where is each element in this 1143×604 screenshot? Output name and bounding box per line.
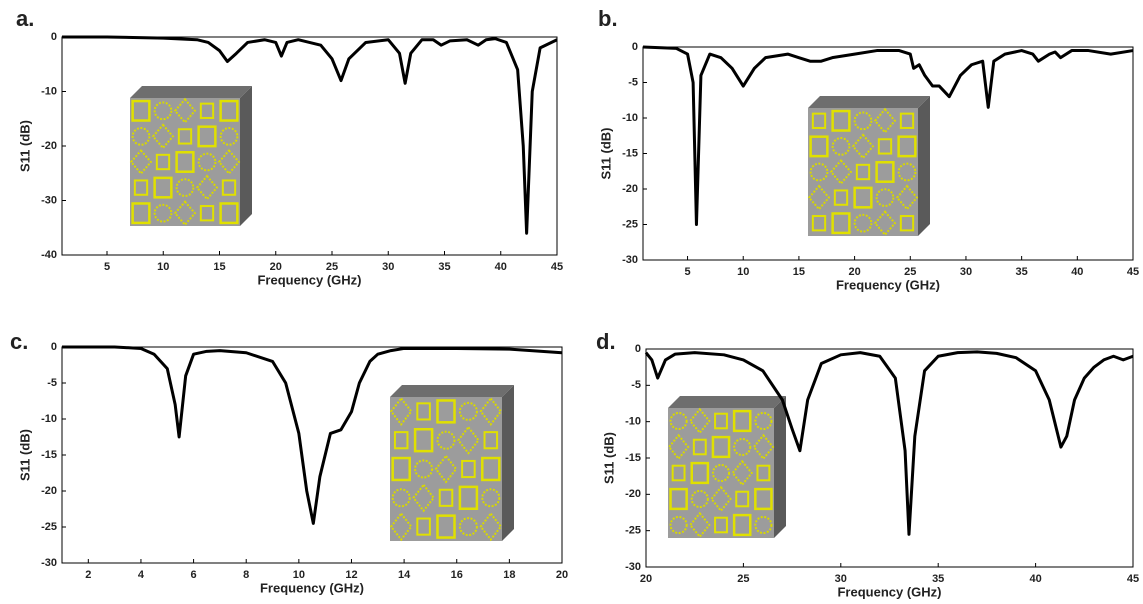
x-tick-label: 40 xyxy=(495,261,507,273)
x-tick-label: 35 xyxy=(932,573,944,585)
y-tick-label: -30 xyxy=(41,194,57,206)
x-tick-label: 25 xyxy=(737,573,749,585)
inset-face xyxy=(130,98,240,226)
y-tick-label: 0 xyxy=(632,41,638,53)
inset-top xyxy=(668,396,786,408)
y-axis-label: S11 (dB) xyxy=(17,120,32,172)
y-tick-label: -30 xyxy=(41,557,57,569)
x-tick-label: 20 xyxy=(848,266,860,278)
y-tick-label: -5 xyxy=(631,379,641,391)
panel-label: b. xyxy=(598,6,618,31)
y-tick-label: -40 xyxy=(41,249,57,261)
x-tick-label: 25 xyxy=(904,266,916,278)
y-tick-label: -5 xyxy=(47,377,57,389)
panel: b. 5 10 15 20 25 30 35 40 45 0 -5 -10 -15 -20 -25 -30 Fre… xyxy=(598,6,1139,293)
x-tick-label: 30 xyxy=(960,266,972,278)
y-tick-label: 0 xyxy=(51,31,57,43)
y-tick-label: -20 xyxy=(625,488,641,500)
y-tick-label: -15 xyxy=(622,147,638,159)
y-tick-label: -20 xyxy=(41,140,57,152)
x-tick-label: 20 xyxy=(640,573,652,585)
x-tick-label: 10 xyxy=(293,569,305,581)
x-tick-label: 18 xyxy=(503,569,515,581)
x-tick-label: 25 xyxy=(326,261,338,273)
x-tick-label: 45 xyxy=(1127,266,1139,278)
panel: a. 5 10 15 20 25 30 35 40 45 0 -10 -20 -30 -40 Frequenc… xyxy=(16,6,563,288)
inset-side xyxy=(774,396,786,538)
x-tick-label: 20 xyxy=(556,569,568,581)
y-tick-label: -10 xyxy=(622,112,638,124)
y-tick-label: -20 xyxy=(622,183,638,195)
y-axis-label: S11 (dB) xyxy=(17,429,32,481)
x-axis-label: Frequency (GHz) xyxy=(257,272,361,287)
x-tick-label: 30 xyxy=(382,261,394,273)
y-tick-label: 0 xyxy=(51,341,57,353)
x-tick-label: 8 xyxy=(243,569,249,581)
x-axis-label: Frequency (GHz) xyxy=(836,277,940,292)
x-tick-label: 35 xyxy=(438,261,450,273)
x-tick-label: 5 xyxy=(104,261,110,273)
y-tick-label: -10 xyxy=(41,85,57,97)
x-tick-label: 15 xyxy=(213,261,225,273)
y-tick-label: -15 xyxy=(41,449,57,461)
inset-top xyxy=(808,96,930,108)
x-tick-label: 2 xyxy=(85,569,91,581)
x-axis-label: Frequency (GHz) xyxy=(260,580,364,595)
x-tick-label: 35 xyxy=(1016,266,1028,278)
x-tick-label: 40 xyxy=(1029,573,1041,585)
y-tick-label: -10 xyxy=(625,416,641,428)
x-tick-label: 12 xyxy=(345,569,357,581)
inset-top xyxy=(130,86,252,98)
x-tick-label: 30 xyxy=(835,573,847,585)
panel: d. 20 25 30 35 40 45 0 -5 -10 -15 -20 -25 -30 Frequenc… xyxy=(596,329,1139,600)
y-tick-label: -30 xyxy=(625,561,641,573)
y-tick-label: -15 xyxy=(625,452,641,464)
y-tick-label: -25 xyxy=(41,521,57,533)
inset-side xyxy=(502,385,514,541)
x-tick-label: 45 xyxy=(551,261,563,273)
inset-side xyxy=(918,96,930,236)
x-tick-label: 40 xyxy=(1071,266,1083,278)
figure: a.510152025303540450-10-20-30-40Frequenc… xyxy=(0,0,1143,604)
y-tick-label: 0 xyxy=(635,343,641,355)
x-tick-label: 6 xyxy=(191,569,197,581)
y-tick-label: -10 xyxy=(41,413,57,425)
y-axis-label: S11 (dB) xyxy=(601,432,616,484)
x-tick-label: 4 xyxy=(138,569,145,581)
y-tick-label: -20 xyxy=(41,485,57,497)
y-tick-label: -30 xyxy=(622,254,638,266)
panel: c. 2 4 6 8 10 12 14 16 18 20 0 -5 -10 -15 -20 -25 -30 Freq… xyxy=(10,329,568,596)
y-tick-label: -25 xyxy=(622,218,638,230)
x-axis-label: Frequency (GHz) xyxy=(837,584,941,599)
x-tick-label: 20 xyxy=(270,261,282,273)
y-tick-label: -5 xyxy=(628,76,638,88)
x-tick-label: 14 xyxy=(398,569,411,581)
panel-label: a. xyxy=(16,6,34,31)
x-tick-label: 10 xyxy=(157,261,169,273)
x-tick-label: 15 xyxy=(793,266,805,278)
y-axis-label: S11 (dB) xyxy=(598,127,613,179)
x-tick-label: 16 xyxy=(451,569,463,581)
x-tick-label: 45 xyxy=(1127,573,1139,585)
inset-top xyxy=(390,385,514,397)
panel-label: d. xyxy=(596,329,616,354)
x-tick-label: 5 xyxy=(684,266,690,278)
y-tick-label: -25 xyxy=(625,525,641,537)
inset-side xyxy=(240,86,252,226)
panel-label: c. xyxy=(10,329,28,354)
x-tick-label: 10 xyxy=(737,266,749,278)
